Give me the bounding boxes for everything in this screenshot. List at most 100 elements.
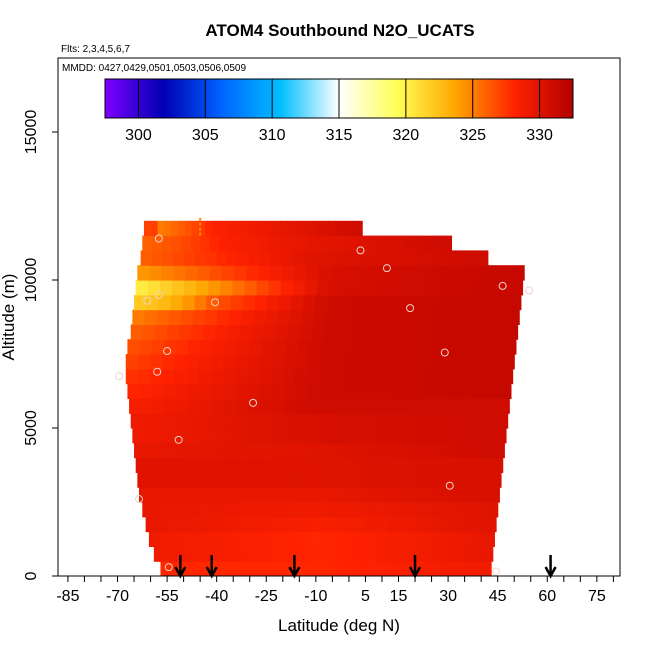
heatmap-cell (356, 354, 370, 370)
heatmap-cell (265, 309, 279, 325)
heatmap-cell (232, 561, 244, 576)
heatmap-cell (209, 265, 223, 281)
heatmap-cell (444, 250, 456, 266)
heatmap-cell (375, 487, 388, 503)
x-tick-label: 30 (439, 588, 457, 605)
heatmap-cell (163, 339, 177, 355)
heatmap-cell (472, 531, 485, 547)
heatmap-cell (408, 502, 421, 518)
heatmap-cell (200, 516, 212, 533)
heatmap-cell (168, 309, 182, 325)
heatmap-cell (486, 280, 499, 296)
heatmap-cell (455, 339, 468, 355)
heatmap-cell (316, 235, 327, 251)
heatmap-cell (153, 502, 166, 518)
heatmap-cell (151, 250, 163, 266)
heatmap-cell (362, 309, 375, 325)
heatmap-cell (470, 428, 484, 444)
heatmap-cell (341, 472, 354, 488)
heatmap-cell (206, 294, 220, 311)
heatmap-cell (154, 324, 168, 340)
heatmap-cell (146, 294, 159, 311)
heatmap-cell (379, 383, 392, 399)
heatmap-cell (486, 502, 499, 518)
heatmap-cell (404, 354, 418, 370)
heatmap-cell (186, 502, 199, 518)
heatmap-cell (287, 235, 298, 251)
heatmap-cell (465, 487, 478, 503)
heatmap-cell (484, 294, 498, 311)
heatmap-cell (307, 457, 320, 473)
heatmap-cell (435, 428, 449, 444)
heatmap-cell (436, 413, 450, 429)
heatmap-cell (481, 324, 494, 340)
heatmap-cell (335, 250, 348, 266)
heatmap-cell (249, 250, 261, 266)
heatmap-cell (387, 561, 399, 576)
heatmap-cell (259, 354, 273, 370)
heatmap-cell (272, 442, 286, 459)
heatmap-cell (166, 413, 179, 429)
heatmap-cell (307, 442, 320, 459)
heatmap-cell (331, 383, 344, 399)
heatmap-cell (342, 442, 355, 459)
heatmap-cell (202, 428, 215, 444)
heatmap-cell (410, 472, 423, 488)
heatmap-cell (244, 280, 258, 296)
heatmap-cell (263, 324, 277, 340)
heatmap-cell (125, 368, 139, 385)
heatmap-cell (148, 531, 161, 547)
heatmap-cell (495, 309, 508, 325)
heatmap-cell (253, 502, 266, 518)
heatmap-cell (354, 265, 368, 281)
heatmap-cell (330, 413, 344, 429)
heatmap-cell (260, 339, 274, 355)
plot-frame (57, 57, 621, 577)
heatmap-cell (445, 457, 458, 473)
heatmap-cell (439, 383, 452, 399)
heatmap-cell (379, 265, 392, 281)
heatmap-cell (210, 354, 224, 370)
heatmap-cell (244, 516, 256, 533)
heatmap-cell (241, 309, 254, 325)
heatmap-cell (336, 561, 348, 576)
heatmap-cell (137, 472, 150, 488)
heatmap-cell (466, 250, 478, 266)
heatmap-cell (232, 220, 241, 237)
heatmap-cell (246, 531, 258, 547)
heatmap-cell (319, 487, 332, 503)
heatmap-cell (236, 398, 249, 414)
heatmap-cell (283, 413, 297, 429)
heatmap-cell (273, 472, 286, 488)
heatmap-cell (283, 398, 296, 414)
sample-point (115, 372, 124, 381)
heatmap-cell (270, 546, 282, 562)
heatmap-cell (145, 442, 158, 459)
heatmap-cell (453, 354, 467, 370)
heatmap-cell (363, 294, 377, 311)
heatmap-cell (303, 294, 316, 311)
heatmap-cell (147, 457, 160, 473)
heatmap-cell (386, 502, 399, 518)
heatmap-cell (259, 383, 272, 399)
heatmap-cell (217, 487, 230, 503)
heatmap-cell (192, 309, 206, 325)
heatmap-cell (330, 428, 344, 444)
heatmap-cell (418, 561, 430, 576)
heatmap-cell (424, 294, 437, 311)
heatmap-cell (307, 368, 320, 385)
heatmap-cell (441, 354, 455, 370)
heatmap-cell (161, 235, 172, 251)
heatmap-cell (461, 398, 475, 414)
heatmap-cell (319, 472, 332, 488)
heatmap-cell (248, 413, 261, 429)
heatmap-cell (343, 531, 355, 547)
colorbar-tick-label: 310 (259, 127, 286, 144)
heatmap-cell (364, 472, 377, 488)
heatmap-cell (164, 398, 178, 414)
colorbar-ticks: 300 305 310 315 320 325 330 (125, 79, 553, 144)
heatmap-cell (184, 220, 193, 237)
heatmap-cell (307, 398, 320, 414)
heatmap-cell (505, 324, 519, 340)
